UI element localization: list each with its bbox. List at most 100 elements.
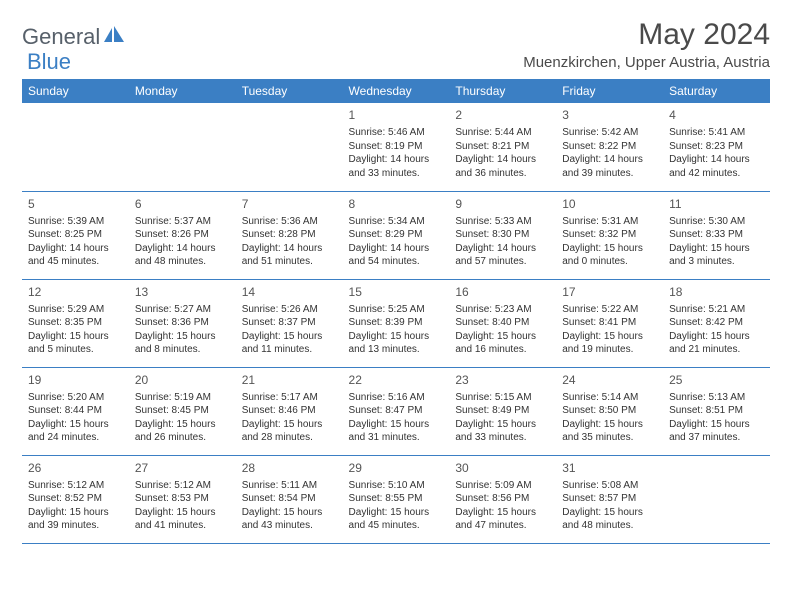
daylight-text: and 47 minutes.	[455, 519, 550, 533]
day-number: 3	[562, 107, 657, 123]
daylight-text: Daylight: 14 hours	[562, 153, 657, 167]
daylight-text: Daylight: 14 hours	[349, 242, 444, 256]
daylight-text: and 51 minutes.	[242, 255, 337, 269]
sunrise-text: Sunrise: 5:27 AM	[135, 303, 230, 317]
sunset-text: Sunset: 8:42 PM	[669, 316, 764, 330]
sunrise-text: Sunrise: 5:14 AM	[562, 391, 657, 405]
calendar-day-cell: 27Sunrise: 5:12 AMSunset: 8:53 PMDayligh…	[129, 455, 236, 543]
daylight-text: Daylight: 15 hours	[455, 330, 550, 344]
weekday-header: Tuesday	[236, 79, 343, 103]
daylight-text: Daylight: 15 hours	[349, 418, 444, 432]
calendar-week-row: 1Sunrise: 5:46 AMSunset: 8:19 PMDaylight…	[22, 103, 770, 191]
daylight-text: and 24 minutes.	[28, 431, 123, 445]
sunset-text: Sunset: 8:25 PM	[28, 228, 123, 242]
daylight-text: and 41 minutes.	[135, 519, 230, 533]
sunset-text: Sunset: 8:56 PM	[455, 492, 550, 506]
sunset-text: Sunset: 8:53 PM	[135, 492, 230, 506]
daylight-text: Daylight: 14 hours	[28, 242, 123, 256]
daylight-text: and 39 minutes.	[28, 519, 123, 533]
daylight-text: Daylight: 14 hours	[669, 153, 764, 167]
logo: General	[22, 24, 126, 50]
daylight-text: Daylight: 15 hours	[562, 242, 657, 256]
sunrise-text: Sunrise: 5:09 AM	[455, 479, 550, 493]
sunrise-text: Sunrise: 5:44 AM	[455, 126, 550, 140]
day-number: 24	[562, 372, 657, 388]
sunset-text: Sunset: 8:22 PM	[562, 140, 657, 154]
day-number: 4	[669, 107, 764, 123]
daylight-text: Daylight: 15 hours	[28, 506, 123, 520]
calendar-day-cell: 4Sunrise: 5:41 AMSunset: 8:23 PMDaylight…	[663, 103, 770, 191]
calendar-day-cell: 3Sunrise: 5:42 AMSunset: 8:22 PMDaylight…	[556, 103, 663, 191]
logo-text-general: General	[22, 24, 100, 50]
sunset-text: Sunset: 8:52 PM	[28, 492, 123, 506]
sunset-text: Sunset: 8:30 PM	[455, 228, 550, 242]
daylight-text: Daylight: 14 hours	[242, 242, 337, 256]
calendar-day-cell: 5Sunrise: 5:39 AMSunset: 8:25 PMDaylight…	[22, 191, 129, 279]
daylight-text: and 54 minutes.	[349, 255, 444, 269]
calendar-day-cell: 11Sunrise: 5:30 AMSunset: 8:33 PMDayligh…	[663, 191, 770, 279]
daylight-text: Daylight: 15 hours	[135, 330, 230, 344]
daylight-text: and 45 minutes.	[28, 255, 123, 269]
sunset-text: Sunset: 8:37 PM	[242, 316, 337, 330]
calendar-day-cell: 25Sunrise: 5:13 AMSunset: 8:51 PMDayligh…	[663, 367, 770, 455]
sunset-text: Sunset: 8:57 PM	[562, 492, 657, 506]
sunset-text: Sunset: 8:41 PM	[562, 316, 657, 330]
sunrise-text: Sunrise: 5:15 AM	[455, 391, 550, 405]
sunrise-text: Sunrise: 5:36 AM	[242, 215, 337, 229]
sunrise-text: Sunrise: 5:33 AM	[455, 215, 550, 229]
daylight-text: Daylight: 15 hours	[135, 418, 230, 432]
daylight-text: Daylight: 15 hours	[349, 506, 444, 520]
sunrise-text: Sunrise: 5:19 AM	[135, 391, 230, 405]
daylight-text: and 28 minutes.	[242, 431, 337, 445]
daylight-text: Daylight: 15 hours	[562, 506, 657, 520]
day-number: 22	[349, 372, 444, 388]
weekday-header: Wednesday	[343, 79, 450, 103]
daylight-text: and 36 minutes.	[455, 167, 550, 181]
daylight-text: Daylight: 15 hours	[562, 418, 657, 432]
day-number: 15	[349, 284, 444, 300]
calendar-day-cell: 15Sunrise: 5:25 AMSunset: 8:39 PMDayligh…	[343, 279, 450, 367]
sunrise-text: Sunrise: 5:17 AM	[242, 391, 337, 405]
day-number: 23	[455, 372, 550, 388]
daylight-text: Daylight: 15 hours	[28, 330, 123, 344]
daylight-text: and 57 minutes.	[455, 255, 550, 269]
calendar-day-cell: 19Sunrise: 5:20 AMSunset: 8:44 PMDayligh…	[22, 367, 129, 455]
sunrise-text: Sunrise: 5:31 AM	[562, 215, 657, 229]
sunset-text: Sunset: 8:23 PM	[669, 140, 764, 154]
logo-sail-icon	[104, 26, 124, 49]
sunset-text: Sunset: 8:35 PM	[28, 316, 123, 330]
daylight-text: Daylight: 15 hours	[242, 418, 337, 432]
daylight-text: and 19 minutes.	[562, 343, 657, 357]
day-number: 30	[455, 460, 550, 476]
sunset-text: Sunset: 8:21 PM	[455, 140, 550, 154]
sunrise-text: Sunrise: 5:22 AM	[562, 303, 657, 317]
day-number: 1	[349, 107, 444, 123]
daylight-text: Daylight: 15 hours	[242, 330, 337, 344]
weekday-header: Thursday	[449, 79, 556, 103]
daylight-text: and 13 minutes.	[349, 343, 444, 357]
sunset-text: Sunset: 8:26 PM	[135, 228, 230, 242]
calendar-day-cell: 6Sunrise: 5:37 AMSunset: 8:26 PMDaylight…	[129, 191, 236, 279]
calendar-day-cell	[22, 103, 129, 191]
day-number: 28	[242, 460, 337, 476]
day-number: 26	[28, 460, 123, 476]
day-number: 7	[242, 196, 337, 212]
calendar-day-cell: 13Sunrise: 5:27 AMSunset: 8:36 PMDayligh…	[129, 279, 236, 367]
calendar-day-cell: 21Sunrise: 5:17 AMSunset: 8:46 PMDayligh…	[236, 367, 343, 455]
day-number: 5	[28, 196, 123, 212]
daylight-text: and 45 minutes.	[349, 519, 444, 533]
sunrise-text: Sunrise: 5:13 AM	[669, 391, 764, 405]
daylight-text: Daylight: 15 hours	[135, 506, 230, 520]
logo-text-blue: Blue	[27, 49, 71, 75]
sunset-text: Sunset: 8:36 PM	[135, 316, 230, 330]
daylight-text: Daylight: 15 hours	[669, 242, 764, 256]
daylight-text: and 37 minutes.	[669, 431, 764, 445]
sunset-text: Sunset: 8:28 PM	[242, 228, 337, 242]
daylight-text: and 26 minutes.	[135, 431, 230, 445]
header: General May 2024 Muenzkirchen, Upper Aus…	[22, 18, 770, 71]
daylight-text: Daylight: 15 hours	[28, 418, 123, 432]
daylight-text: and 43 minutes.	[242, 519, 337, 533]
sunrise-text: Sunrise: 5:25 AM	[349, 303, 444, 317]
sunrise-text: Sunrise: 5:12 AM	[28, 479, 123, 493]
day-number: 19	[28, 372, 123, 388]
